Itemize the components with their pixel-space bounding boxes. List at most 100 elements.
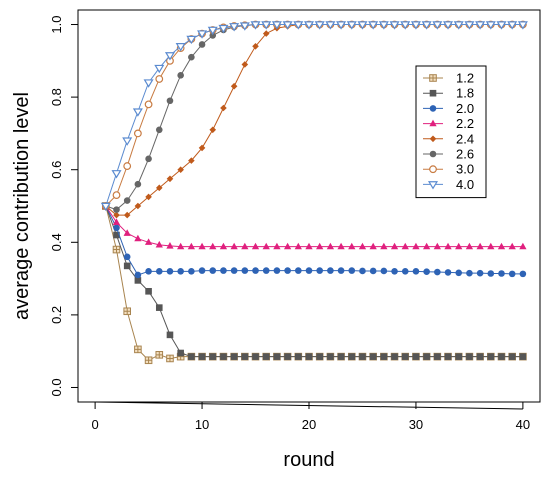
data-point <box>112 245 121 254</box>
data-point <box>230 267 238 274</box>
data-point <box>369 353 377 360</box>
legend-marker <box>429 119 437 127</box>
data-point <box>348 267 356 274</box>
data-point <box>123 307 131 316</box>
data-point <box>134 271 142 279</box>
data-point <box>444 353 452 360</box>
data-point <box>391 268 398 275</box>
data-point <box>209 267 217 274</box>
data-point <box>423 353 430 360</box>
data-point <box>380 353 388 360</box>
data-point <box>241 267 249 274</box>
x-axis: 0 10 20 30 40 <box>91 401 530 432</box>
data-point <box>485 21 496 30</box>
data-point <box>432 21 443 30</box>
data-point <box>369 242 377 250</box>
data-point <box>188 353 195 360</box>
data-point <box>401 353 409 360</box>
legend-box <box>415 65 487 199</box>
data-point <box>465 242 474 250</box>
data-point <box>359 267 366 275</box>
data-point <box>134 234 142 242</box>
y-tick-label: 0.2 <box>49 306 64 324</box>
data-point <box>177 268 184 275</box>
data-point <box>423 268 430 275</box>
marker-cross <box>123 307 131 315</box>
data-point <box>132 108 143 117</box>
data-point <box>251 242 260 250</box>
x-tick-label: 30 <box>409 417 423 432</box>
legend-item: 1.2 <box>423 71 474 86</box>
data-point <box>188 268 195 275</box>
data-point <box>145 193 152 201</box>
data-point <box>519 270 527 278</box>
data-point <box>273 242 281 250</box>
data-point <box>476 353 484 360</box>
data-point <box>198 267 206 274</box>
data-point <box>337 267 345 274</box>
legend-marker <box>429 165 437 174</box>
data-point <box>487 270 495 277</box>
data-point <box>295 267 302 274</box>
data-point <box>218 24 229 34</box>
y-tick-label: 0.8 <box>49 88 64 106</box>
marker-cross <box>113 246 120 253</box>
data-point <box>498 270 505 277</box>
data-point <box>123 253 131 261</box>
x-tick-label: 0 <box>91 417 98 432</box>
data-point <box>391 353 398 360</box>
data-point <box>155 240 163 248</box>
data-point <box>144 356 153 365</box>
data-point <box>519 242 527 250</box>
data-point <box>316 267 323 274</box>
data-point <box>198 41 206 48</box>
y-tick-label: 0.6 <box>49 161 64 179</box>
data-point <box>336 21 347 30</box>
data-point <box>113 211 120 219</box>
data-point <box>359 353 366 360</box>
data-point <box>434 353 441 360</box>
legend-label: 1.8 <box>456 86 474 101</box>
data-point <box>113 224 120 232</box>
data-point <box>111 170 122 179</box>
data-point <box>177 72 184 79</box>
legend-item: 2.0 <box>423 101 474 116</box>
data-point <box>155 184 163 192</box>
data-point <box>188 53 195 61</box>
data-point <box>303 21 315 30</box>
data-point <box>166 354 174 363</box>
data-point <box>455 242 463 250</box>
y-axis: 0.0 0.2 0.4 0.6 0.8 1.0 <box>49 15 78 397</box>
data-point <box>133 129 142 138</box>
series-line <box>105 205 523 248</box>
data-point <box>421 21 432 30</box>
data-point <box>220 353 227 360</box>
data-point <box>166 97 174 105</box>
data-point <box>187 242 195 250</box>
legend-marker <box>429 150 437 158</box>
data-point <box>294 242 302 250</box>
data-point <box>508 353 516 360</box>
data-point <box>433 242 441 250</box>
series-line <box>105 205 523 358</box>
data-point <box>134 277 142 284</box>
data-point <box>197 30 208 39</box>
data-point <box>284 353 291 360</box>
data-point <box>273 353 281 360</box>
legend-item: 2.2 <box>423 116 474 131</box>
data-point <box>166 268 174 275</box>
data-point <box>209 242 217 250</box>
data-point <box>305 353 313 360</box>
data-point <box>455 269 463 277</box>
data-point <box>220 267 227 274</box>
data-point <box>262 353 270 360</box>
data-point <box>166 175 174 183</box>
data-point <box>154 64 165 74</box>
data-point <box>252 42 259 50</box>
y-tick-label: 1.0 <box>49 15 64 33</box>
data-point <box>282 21 293 30</box>
data-point <box>497 242 506 250</box>
y-tick-label: 0.4 <box>49 233 64 251</box>
data-point <box>508 270 516 278</box>
data-point <box>230 82 238 90</box>
